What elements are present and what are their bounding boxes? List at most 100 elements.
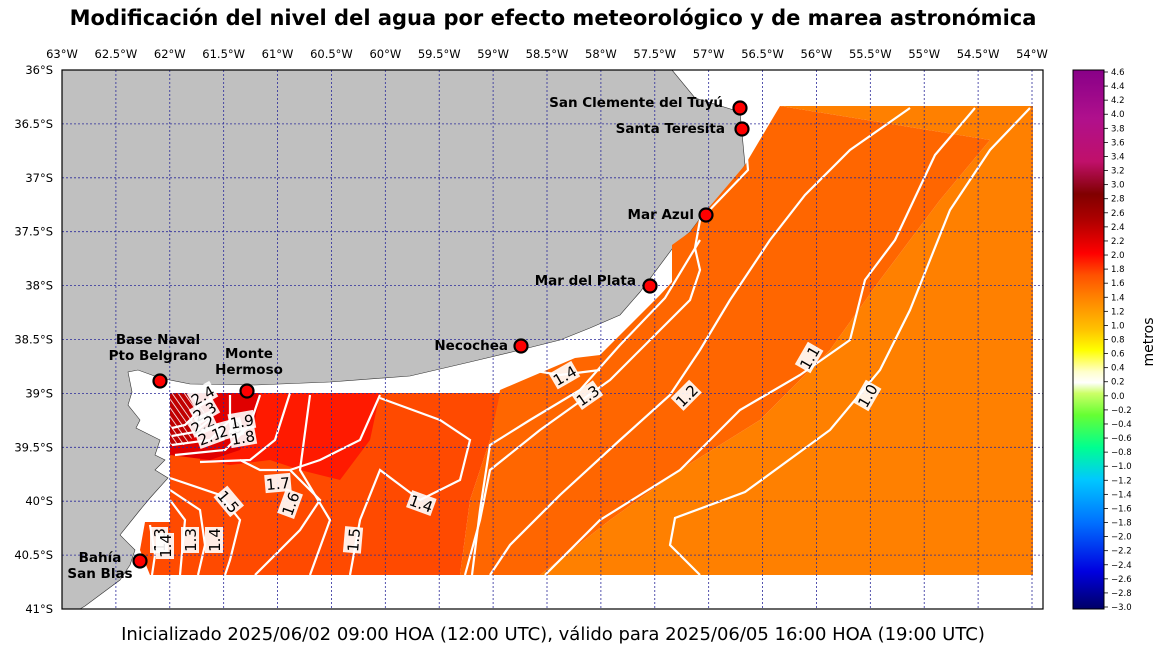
longitude-tick: 62.5°W <box>95 47 138 61</box>
city-dot-icon <box>132 553 148 569</box>
longitude-tick: 61°W <box>262 47 294 61</box>
latitude-tick: 39.5°S <box>14 440 53 454</box>
longitude-tick: 62°W <box>154 47 186 61</box>
colorbar-tick: −1.2 <box>1111 476 1132 486</box>
colorbar-tick: 3.4 <box>1111 152 1125 162</box>
colorbar-tick: 2.6 <box>1111 209 1125 219</box>
city-label: Necochea <box>434 338 508 354</box>
longitude-tick: 59°W <box>477 47 509 61</box>
city-marker: Mar del Plata <box>535 273 658 294</box>
longitude-tick-labels: 63°W 62.5°W 62°W 61.5°W 61°W 60.5°W 60°W 59.5°W… <box>46 47 1048 61</box>
longitude-tick: 59.5°W <box>418 47 461 61</box>
city-marker: Mar Azul <box>628 207 714 223</box>
contour-value-label: 1.7 <box>264 472 292 494</box>
city-label: Bahía <box>79 550 122 566</box>
colorbar-tick: 4.0 <box>1111 110 1125 120</box>
svg-text:1.5: 1.5 <box>344 527 364 552</box>
colorbar-tick: 3.6 <box>1111 138 1125 148</box>
latitude-tick: 40.5°S <box>14 548 53 562</box>
colorbar-label: metros <box>1141 317 1157 366</box>
city-label: San Blas <box>67 566 132 582</box>
colorbar-tick: 3.0 <box>1111 181 1125 191</box>
longitude-tick: 54°W <box>1016 47 1048 61</box>
colorbar-tick: 2.8 <box>1111 195 1125 205</box>
city-label: Hermoso <box>215 362 283 378</box>
colorbar-tick: −2.4 <box>1111 561 1132 571</box>
city-label: Mar del Plata <box>535 273 636 289</box>
colorbar-tick: 2.4 <box>1111 223 1125 233</box>
contour-value-label: 1.8 <box>228 425 258 449</box>
colorbar-tick: 0.0 <box>1111 392 1125 402</box>
longitude-tick: 55°W <box>908 47 940 61</box>
water-offshore-zone <box>540 106 1033 575</box>
latitude-tick: 39°S <box>25 386 53 400</box>
longitude-tick: 57.5°W <box>633 47 676 61</box>
colorbar-tick: 0.8 <box>1111 336 1125 346</box>
colorbar-tick: 2.0 <box>1111 251 1125 261</box>
colorbar-tick: 1.6 <box>1111 279 1125 289</box>
colorbar-tick: −0.2 <box>1111 406 1132 416</box>
city-label: Base Naval <box>116 332 200 348</box>
colorbar-tick: 0.2 <box>1111 378 1125 388</box>
city-dot-icon <box>642 278 658 294</box>
colorbar-tick: 3.2 <box>1111 167 1125 177</box>
longitude-tick: 58°W <box>585 47 617 61</box>
plot-frame <box>61 69 1044 610</box>
city-dot-icon <box>513 338 529 354</box>
colorbar-tick-labels: 4.6 4.4 4.2 4.0 3.8 3.6 3.4 3.2 3.0 2.8 2.6 2.4 2.2 2… <box>1104 68 1132 613</box>
colorbar-tick: 3.8 <box>1111 124 1125 134</box>
contour-value-label: 1.4 <box>156 533 175 559</box>
longitude-tick: 60.5°W <box>310 47 353 61</box>
colorbar-gradient <box>1072 69 1105 610</box>
city-dot-icon <box>698 207 714 223</box>
longitude-tick: 63°W <box>46 47 78 61</box>
latitude-tick: 38.5°S <box>14 333 53 347</box>
latitude-tick: 41°S <box>25 602 53 616</box>
city-label: San Clemente del Tuyú <box>549 95 723 111</box>
svg-text:1.4: 1.4 <box>206 528 224 552</box>
colorbar-tick: 4.2 <box>1111 96 1125 106</box>
city-label: Santa Teresita <box>616 121 725 137</box>
city-label: Mar Azul <box>628 207 694 223</box>
city-label: Pto Belgrano <box>109 348 208 364</box>
colorbar-tick: 0.4 <box>1111 364 1125 374</box>
city-dot-icon <box>239 383 255 399</box>
colorbar-tick: 1.2 <box>1111 307 1125 317</box>
longitude-tick: 61.5°W <box>202 47 245 61</box>
water-mid-zone <box>460 106 990 575</box>
graticule <box>62 70 1043 609</box>
colorbar: 4.6 4.4 4.2 4.0 3.8 3.6 3.4 3.2 3.0 2.8 2.6 2.4 2.2 2… <box>1072 68 1157 613</box>
colorbar-tick: −0.8 <box>1111 448 1132 458</box>
colorbar-tick: −1.0 <box>1111 462 1132 472</box>
latitude-tick: 37°S <box>25 171 53 185</box>
city-label: Monte <box>225 346 273 362</box>
latitude-tick: 40°S <box>25 494 53 508</box>
latitude-tick: 37.5°S <box>14 225 53 239</box>
colorbar-tick: 0.6 <box>1111 350 1125 360</box>
city-dot-icon <box>732 100 748 116</box>
contour-value-label: 1.3 <box>181 527 200 553</box>
colorbar-tick: −2.2 <box>1111 547 1132 557</box>
city-marker: Santa Teresita <box>616 121 750 137</box>
longitude-tick: 58.5°W <box>526 47 569 61</box>
city-dot-icon <box>152 373 168 389</box>
colorbar-tick: −1.4 <box>1111 490 1132 500</box>
contour-value-label: 1.5 <box>342 526 364 554</box>
colorbar-tick: 1.0 <box>1111 321 1125 331</box>
city-marker: San Clemente del Tuyú <box>549 95 748 116</box>
colorbar-tick: 1.8 <box>1111 265 1125 275</box>
longitude-tick: 57°W <box>693 47 725 61</box>
latitude-tick: 36°S <box>25 63 53 77</box>
colorbar-tick: −0.6 <box>1111 434 1132 444</box>
city-markers: San Clemente del Tuyú Santa Teresita Mar A… <box>67 95 750 582</box>
colorbar-tick: −2.0 <box>1111 533 1132 543</box>
svg-text:1.8: 1.8 <box>230 427 257 449</box>
colorbar-tick: −1.8 <box>1111 519 1132 529</box>
latitude-tick: 36.5°S <box>14 117 53 131</box>
city-marker: Necochea <box>434 338 529 354</box>
longitude-tick: 56.5°W <box>741 47 784 61</box>
latitude-tick: 38°S <box>25 279 53 293</box>
